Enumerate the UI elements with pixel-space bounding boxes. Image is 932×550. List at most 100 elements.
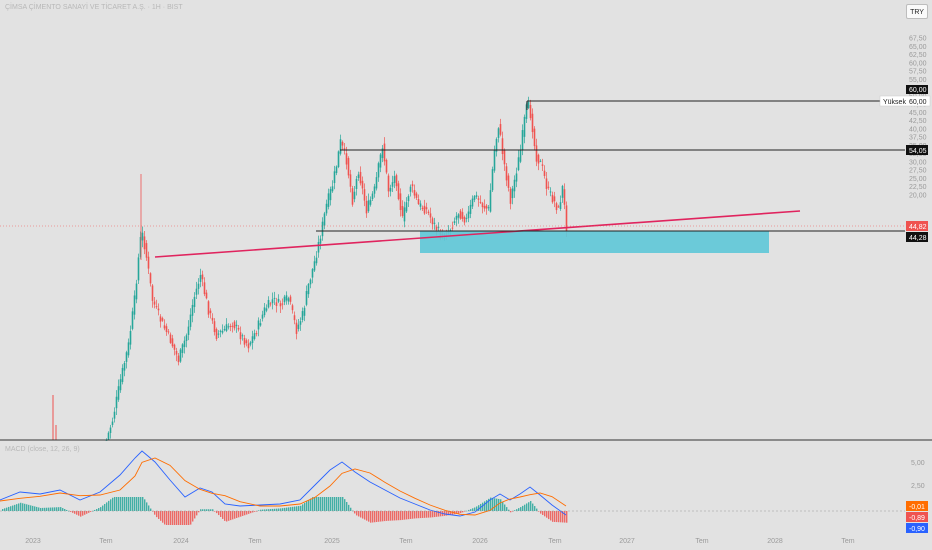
macd-hist-bar	[340, 497, 342, 511]
macd-hist-bar	[354, 511, 356, 514]
candle-body	[153, 301, 156, 305]
candle-body	[469, 204, 472, 214]
macd-hist-bar	[18, 503, 20, 511]
price-tick-label: 27,50	[909, 168, 927, 175]
candle-body	[389, 187, 392, 192]
candle-body	[237, 327, 240, 330]
candle-body	[231, 325, 234, 327]
macd-hist-bar	[272, 508, 274, 511]
candle-body	[525, 104, 528, 119]
candle-body	[281, 303, 284, 305]
time-axis[interactable]: 2023 Tem 2024 Tem 2025 Tem 2026 Tem 2027 Tem 2028 T…	[25, 538, 855, 545]
macd-hist-bar	[540, 511, 542, 514]
macd-hist-bar	[176, 511, 178, 525]
macd-hist-bar	[50, 507, 52, 511]
macd-hist-bar	[208, 509, 210, 511]
candle-body	[205, 292, 208, 299]
macd-hist-bar	[530, 501, 532, 511]
macd-hist-bar	[314, 497, 316, 511]
macd-hist-bar	[382, 511, 384, 522]
macd-hist-bar	[130, 497, 132, 511]
candle-body	[289, 296, 292, 302]
candle-body	[159, 316, 162, 322]
macd-hist-bar	[432, 511, 434, 518]
candle-body	[545, 178, 548, 189]
macd-hist-bar	[198, 511, 200, 513]
macd-hist-bar	[458, 511, 460, 514]
macd-hist-bar	[496, 498, 498, 511]
candle-body	[111, 421, 114, 425]
candle-body	[277, 298, 280, 302]
candle-body	[483, 205, 486, 209]
macd-hist-bar	[396, 511, 398, 521]
candle-body	[493, 149, 496, 171]
candle-body	[263, 307, 266, 316]
macd-hist-bar	[308, 500, 310, 511]
candle-body	[511, 188, 514, 199]
candle-body	[271, 299, 274, 304]
candle-body	[409, 186, 412, 192]
candles[interactable]	[52, 96, 568, 441]
candle-body	[371, 193, 374, 200]
candle-body	[135, 283, 138, 300]
macd-hist-bar	[428, 511, 430, 518]
macd-hist-bar	[510, 511, 512, 513]
candle-body	[267, 300, 270, 308]
macd-hist-bar	[360, 511, 362, 518]
candle-body	[295, 322, 298, 334]
macd-hist-bar	[36, 506, 38, 511]
macd-hist-bar	[518, 508, 520, 511]
macd-hist-bar	[520, 507, 522, 511]
macd-indicator-title[interactable]: MACD (close, 12, 26, 9)	[5, 446, 80, 453]
macd-hist-bar	[436, 511, 438, 517]
candle-body	[419, 203, 422, 207]
macd-hist-bar	[154, 511, 156, 515]
candle-body	[221, 330, 224, 333]
candle-body	[341, 141, 344, 146]
macd-hist-bar	[166, 511, 168, 525]
candle-body	[353, 191, 356, 200]
currency-button[interactable]: TRY	[906, 4, 928, 19]
symbol-title[interactable]: ÇİMSA ÇİMENTO SANAYİ VE TİCARET A.Ş. · 1…	[5, 4, 183, 11]
macd-hist-bar	[46, 507, 48, 511]
macd-hist-bar	[378, 511, 380, 522]
support-price-tag: 44,28	[906, 232, 928, 242]
trendline[interactable]	[154, 210, 801, 258]
macd-hist-bar	[254, 511, 256, 512]
candle-body	[527, 101, 530, 109]
macd-hist-bar	[188, 511, 190, 525]
candle-body	[349, 174, 352, 187]
candle-body	[313, 261, 316, 271]
candle-body	[509, 188, 512, 204]
macd-hist-bar	[440, 511, 442, 517]
macd-hist-bar	[60, 507, 62, 511]
macd-hist-bar	[306, 501, 308, 511]
price-tick-label: 45,00	[909, 110, 927, 117]
macd-hist-bar	[386, 511, 388, 521]
macd-hist-bar	[104, 503, 106, 511]
candle-body	[351, 188, 354, 205]
macd-hist-bar	[316, 497, 318, 511]
macd-hist-bar	[8, 506, 10, 511]
candle-body	[345, 153, 348, 165]
macd-hist-bar	[372, 511, 374, 523]
demand-zone[interactable]	[420, 231, 769, 253]
candle-body	[129, 331, 132, 345]
macd-hist-bar	[456, 511, 458, 514]
macd-hist-bar	[282, 508, 284, 511]
macd-hist-bar	[142, 497, 144, 511]
candle-body	[317, 242, 320, 253]
macd-hist-bar	[80, 511, 82, 517]
candle-body	[293, 315, 296, 321]
candle-body	[361, 180, 364, 189]
macd-hist-bar	[486, 500, 488, 511]
price-tick-label: 20,00	[909, 192, 927, 199]
candle-body	[335, 166, 338, 174]
candle-body	[269, 303, 272, 305]
macd-hist-bar	[408, 511, 410, 520]
macd-hist-bar	[94, 509, 96, 511]
macd-hist-bar	[548, 511, 550, 520]
macd-hist-bar	[438, 511, 440, 517]
macd-hist-bar	[118, 497, 120, 511]
